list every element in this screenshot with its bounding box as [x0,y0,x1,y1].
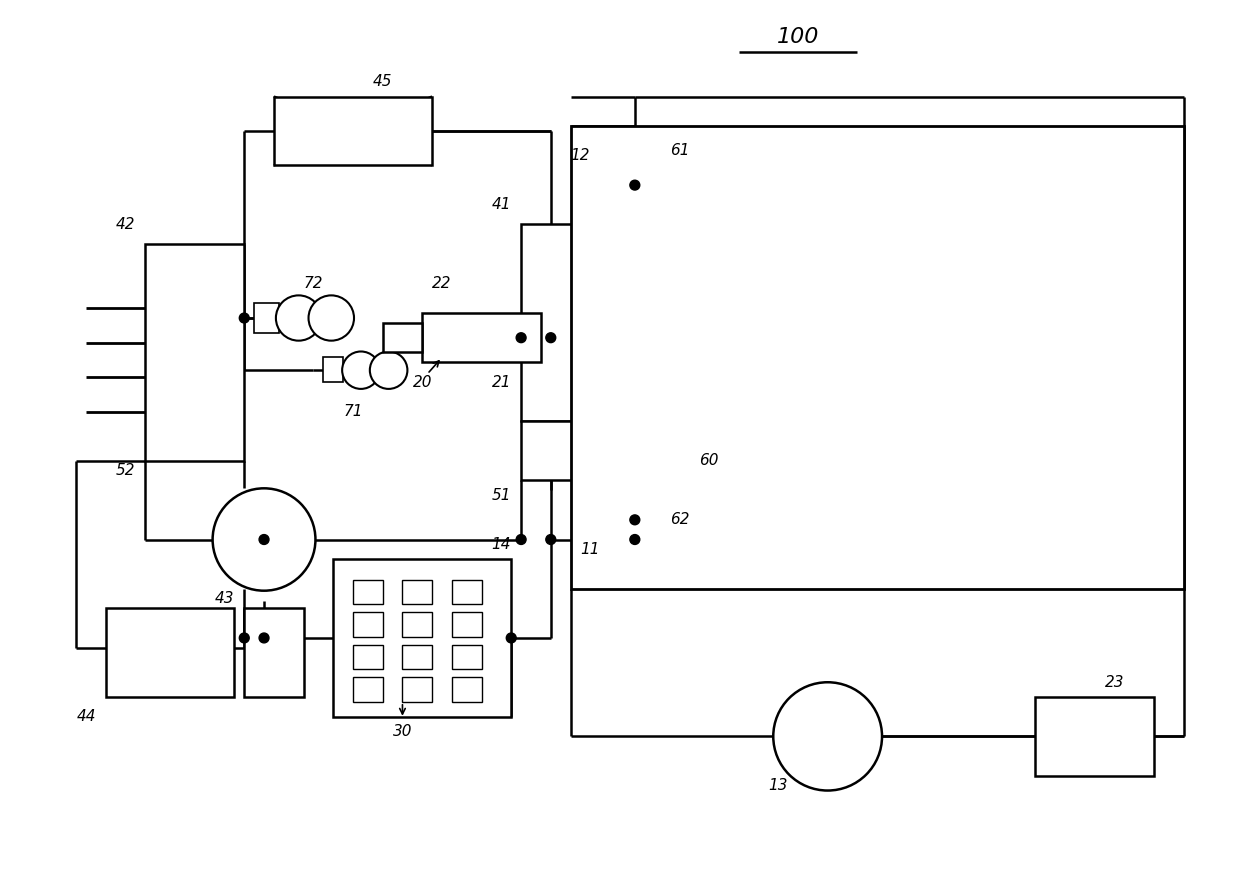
Bar [618,146,652,185]
Text: 14: 14 [491,537,511,552]
Circle shape [774,683,882,790]
Bar [353,677,383,702]
Bar [353,612,383,637]
Bar [324,357,343,382]
Bar [670,360,699,384]
Bar [670,420,699,443]
Text: 43: 43 [215,591,234,606]
Bar [521,421,580,480]
Circle shape [506,633,516,643]
Bar [600,176,670,519]
Bar [451,580,481,604]
Circle shape [516,535,526,544]
Text: 20: 20 [413,374,432,389]
Bar [353,580,383,604]
Bar [403,677,432,702]
Text: 71: 71 [343,404,363,419]
Bar [244,609,304,697]
Bar [105,609,234,697]
Bar [254,303,279,332]
Bar [423,313,541,363]
Circle shape [630,535,640,544]
Bar [334,560,511,716]
Bar [521,225,580,421]
Bar [403,645,432,669]
Circle shape [546,535,556,544]
Text: 60: 60 [699,454,719,469]
Bar [383,323,423,353]
Circle shape [259,535,269,544]
Bar [451,677,481,702]
Text: 21: 21 [491,374,511,389]
Circle shape [342,351,379,388]
Bar [570,126,1184,589]
Text: 51: 51 [491,487,511,503]
Circle shape [239,313,249,323]
Text: 12: 12 [570,148,590,163]
Text: 52: 52 [115,463,135,478]
Bar [615,195,650,500]
Bar [403,580,432,604]
Bar [1035,697,1154,776]
Text: 61: 61 [670,143,689,159]
Bar [403,612,432,637]
Text: 45: 45 [373,74,392,89]
Text: 42: 42 [115,217,135,232]
Bar [353,645,383,669]
Text: 11: 11 [580,542,600,557]
Circle shape [370,351,408,388]
Text: 23: 23 [1105,674,1125,690]
Text: 22: 22 [433,276,451,291]
Text: 100: 100 [776,28,820,47]
Circle shape [259,633,269,643]
Circle shape [239,633,249,643]
Circle shape [212,488,315,591]
Bar [145,244,244,461]
Circle shape [275,296,321,340]
Text: 13: 13 [769,778,787,793]
Circle shape [546,332,556,343]
Circle shape [516,332,526,343]
Text: 41: 41 [491,197,511,212]
Circle shape [309,296,353,340]
Bar [274,96,432,166]
Text: 62: 62 [670,512,689,527]
Text: 30: 30 [393,724,412,739]
Bar [618,500,652,540]
Bar [451,645,481,669]
Circle shape [630,180,640,190]
Text: 44: 44 [77,709,95,724]
Circle shape [630,515,640,525]
Bar [670,301,699,325]
Text: 72: 72 [304,276,324,291]
Bar [451,612,481,637]
